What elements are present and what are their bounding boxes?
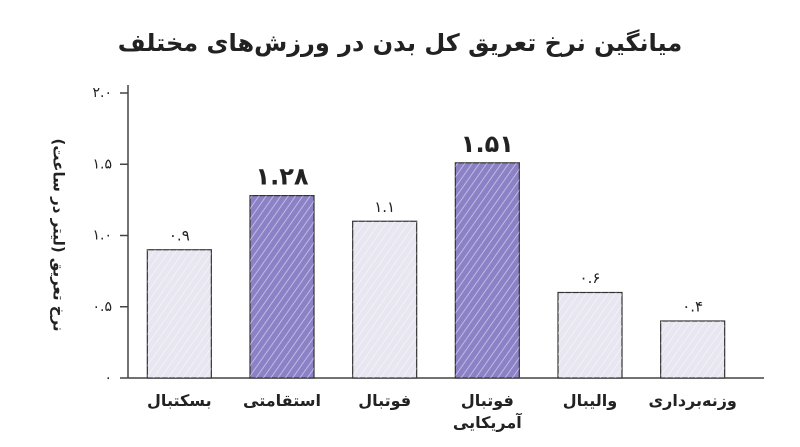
chart-title: میانگین نرخ تعریق کل بدن در ورزش‌های مخت…: [118, 29, 682, 57]
x-tick-label: فوتبال: [358, 391, 412, 410]
value-label: ۱.۱: [374, 198, 395, 216]
y-tick-label: ۱.۵: [93, 156, 113, 172]
y-axis-label: نرخ تعریق (لیتر در ساعت): [50, 138, 68, 331]
bar-hatch: [250, 195, 314, 378]
x-tick-label: استقامتی: [243, 391, 321, 410]
bar-hatch: [558, 292, 622, 378]
y-tick-label: ۲.۰: [93, 85, 113, 101]
x-tick-label: فوتبال آمریکایی: [452, 391, 522, 432]
x-tick-label: وزنه‌برداری: [648, 391, 737, 410]
y-tick-label: ۰: [104, 370, 112, 386]
bar-hatch: [147, 249, 212, 378]
x-tick-label: بسکتبال: [147, 391, 212, 410]
value-label: ۰.۴: [682, 298, 703, 316]
value-label: ۱.۵۱: [461, 130, 514, 158]
value-label: ۰.۶: [580, 269, 601, 287]
bar-hatch: [660, 321, 725, 378]
value-label: ۱.۲۸: [255, 163, 308, 191]
bar-hatch: [455, 162, 520, 378]
y-tick-label: ۱.۰: [93, 228, 113, 244]
x-tick-label: والیبال: [562, 391, 618, 410]
bar-hatch: [352, 221, 417, 378]
value-label: ۰.۹: [169, 226, 190, 244]
y-tick-label: ۰.۵: [93, 299, 113, 315]
